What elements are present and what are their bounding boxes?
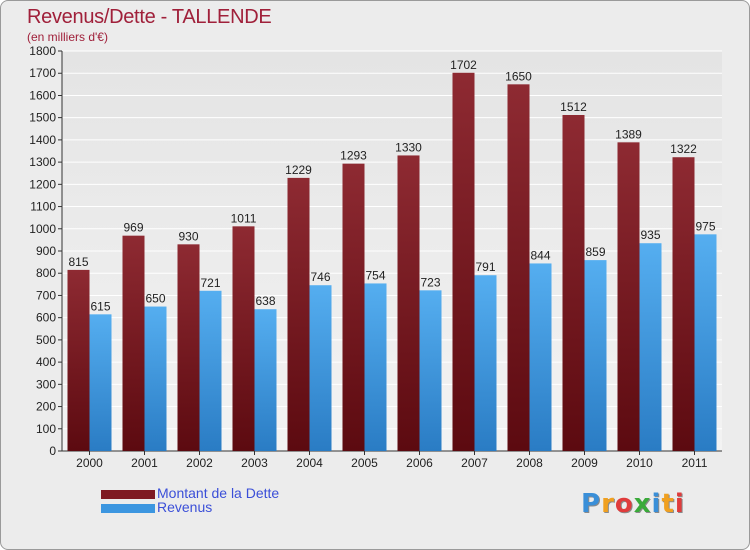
bar-revenus [639, 243, 662, 451]
data-label-dette: 969 [123, 221, 143, 235]
bar-revenus [474, 275, 497, 451]
x-tick-label: 2003 [241, 456, 268, 470]
logo-letter: P [581, 489, 602, 519]
data-label-revenus: 615 [90, 299, 110, 313]
data-label-dette: 1229 [285, 163, 312, 177]
data-label-revenus: 975 [695, 219, 715, 233]
chart-subtitle: (en milliers d'€) [27, 30, 108, 44]
data-label-dette: 1389 [615, 127, 642, 141]
data-label-revenus: 650 [145, 292, 165, 306]
chart-title: Revenus/Dette - TALLENDE [27, 6, 272, 28]
data-label-revenus: 844 [530, 248, 550, 262]
x-tick-label: 2011 [682, 456, 708, 470]
x-tick-label: 2002 [186, 456, 213, 470]
legend-swatch-revenus [101, 504, 155, 513]
bar-dette [122, 235, 145, 451]
bar-dette [672, 157, 695, 451]
legend-label-dette: Montant de la Dette [157, 485, 280, 501]
y-tick-label: 800 [36, 266, 56, 280]
y-tick-label: 600 [36, 311, 56, 325]
x-tick-label: 2006 [406, 456, 433, 470]
data-label-revenus: 638 [255, 294, 275, 308]
y-tick-label: 500 [36, 333, 56, 347]
bar-revenus [309, 285, 332, 451]
bar-dette [507, 84, 530, 451]
x-tick-label: 2000 [76, 456, 103, 470]
bar-revenus [144, 306, 167, 451]
y-tick-label: 100 [36, 422, 56, 436]
bar-dette [617, 142, 640, 452]
bar-dette [67, 269, 90, 451]
y-tick-label: 700 [36, 288, 56, 302]
bar-dette [287, 177, 310, 451]
data-label-revenus: 723 [420, 275, 440, 289]
x-tick-label: 2009 [571, 456, 598, 470]
bar-dette [397, 155, 420, 451]
legend-label-revenus: Revenus [157, 499, 213, 515]
x-tick-label: 2005 [351, 456, 378, 470]
bar-revenus [364, 283, 387, 451]
x-tick-label: 2004 [296, 456, 323, 470]
data-label-dette: 930 [178, 229, 198, 243]
data-label-dette: 1011 [231, 211, 257, 225]
x-tick-label: 2007 [461, 456, 488, 470]
data-label-revenus: 721 [200, 276, 220, 290]
y-tick-label: 1000 [29, 222, 56, 236]
logo-letter: i [651, 489, 662, 519]
y-tick-label: 1700 [29, 66, 56, 80]
y-tick-label: 1200 [29, 177, 56, 191]
y-tick-label: 400 [36, 355, 56, 369]
data-label-revenus: 859 [585, 245, 605, 259]
data-label-dette: 1650 [505, 69, 532, 83]
data-label-dette: 1330 [395, 140, 422, 154]
bar-revenus [199, 290, 222, 451]
data-label-revenus: 754 [365, 268, 385, 282]
bar-revenus [254, 309, 277, 451]
data-label-dette: 815 [68, 255, 88, 269]
y-tick-label: 1100 [30, 200, 56, 214]
y-tick-label: 0 [49, 444, 56, 458]
data-label-revenus: 791 [475, 260, 495, 274]
bar-revenus [89, 314, 112, 451]
bar-revenus [584, 260, 607, 451]
logo-letter: t [661, 489, 675, 519]
data-label-dette: 1322 [670, 142, 697, 156]
bar-dette [177, 244, 200, 451]
bar-dette [232, 226, 255, 451]
y-tick-label: 1500 [29, 111, 56, 125]
y-tick-label: 1800 [29, 44, 56, 58]
proxiti-logo: Proxiti [581, 489, 685, 519]
y-tick-label: 200 [36, 400, 56, 414]
bar-dette [342, 163, 365, 451]
data-label-dette: 1293 [340, 149, 367, 163]
y-tick-label: 300 [36, 377, 56, 391]
x-tick-label: 2008 [516, 456, 543, 470]
data-label-dette: 1702 [450, 58, 477, 72]
y-tick-label: 900 [36, 244, 56, 258]
logo-letter: o [614, 489, 634, 519]
logo-letter: x [633, 489, 652, 519]
y-tick-label: 1300 [29, 155, 56, 169]
y-tick-label: 1400 [29, 133, 56, 147]
bar-revenus [694, 234, 717, 451]
x-tick-label: 2001 [131, 456, 158, 470]
data-label-dette: 1512 [560, 100, 587, 114]
data-label-revenus: 746 [310, 270, 330, 284]
logo-letter: i [674, 489, 685, 519]
bar-revenus [419, 290, 442, 451]
bar-revenus [529, 263, 552, 451]
y-tick-label: 1600 [29, 88, 56, 102]
legend-swatch-dette [101, 490, 155, 499]
logo-letter: r [601, 489, 615, 519]
bar-dette [562, 115, 585, 451]
data-label-revenus: 935 [640, 228, 660, 242]
x-tick-label: 2010 [626, 456, 653, 470]
bar-dette [452, 72, 475, 452]
